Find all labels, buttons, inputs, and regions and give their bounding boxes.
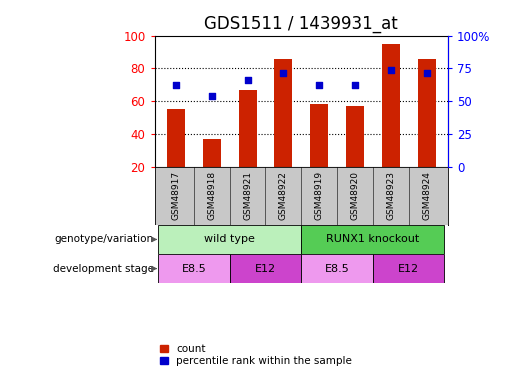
Text: E8.5: E8.5 xyxy=(324,264,350,274)
Bar xyxy=(418,58,436,166)
Bar xyxy=(158,254,230,283)
Bar xyxy=(310,104,328,166)
Bar xyxy=(230,254,301,283)
Text: genotype/variation: genotype/variation xyxy=(55,234,154,244)
Text: E8.5: E8.5 xyxy=(181,264,206,274)
Bar xyxy=(274,58,293,166)
Text: E12: E12 xyxy=(398,264,419,274)
Text: RUNX1 knockout: RUNX1 knockout xyxy=(326,234,420,244)
Bar xyxy=(167,110,185,166)
Text: GSM48918: GSM48918 xyxy=(207,171,216,220)
Text: GSM48924: GSM48924 xyxy=(422,171,431,220)
Text: wild type: wild type xyxy=(204,234,255,244)
Point xyxy=(244,77,252,83)
Text: E12: E12 xyxy=(255,264,276,274)
Bar xyxy=(238,90,256,166)
Point xyxy=(315,82,323,88)
Bar xyxy=(346,106,364,166)
Point xyxy=(422,70,431,76)
Text: GSM48917: GSM48917 xyxy=(171,171,180,220)
Legend: count, percentile rank within the sample: count, percentile rank within the sample xyxy=(160,344,352,366)
Point xyxy=(279,70,287,76)
Bar xyxy=(158,225,301,254)
Text: GSM48922: GSM48922 xyxy=(279,171,288,220)
Text: GSM48920: GSM48920 xyxy=(351,171,359,220)
Bar xyxy=(382,44,400,166)
Point xyxy=(172,82,180,88)
Point xyxy=(351,82,359,88)
Bar xyxy=(373,254,444,283)
Bar xyxy=(301,225,444,254)
Text: GSM48923: GSM48923 xyxy=(386,171,396,220)
Bar xyxy=(203,139,221,166)
Point xyxy=(387,67,395,73)
Text: GSM48919: GSM48919 xyxy=(315,171,323,220)
Text: development stage: development stage xyxy=(53,264,154,274)
Title: GDS1511 / 1439931_at: GDS1511 / 1439931_at xyxy=(204,15,398,33)
Point xyxy=(208,93,216,99)
Bar xyxy=(301,254,373,283)
Text: GSM48921: GSM48921 xyxy=(243,171,252,220)
